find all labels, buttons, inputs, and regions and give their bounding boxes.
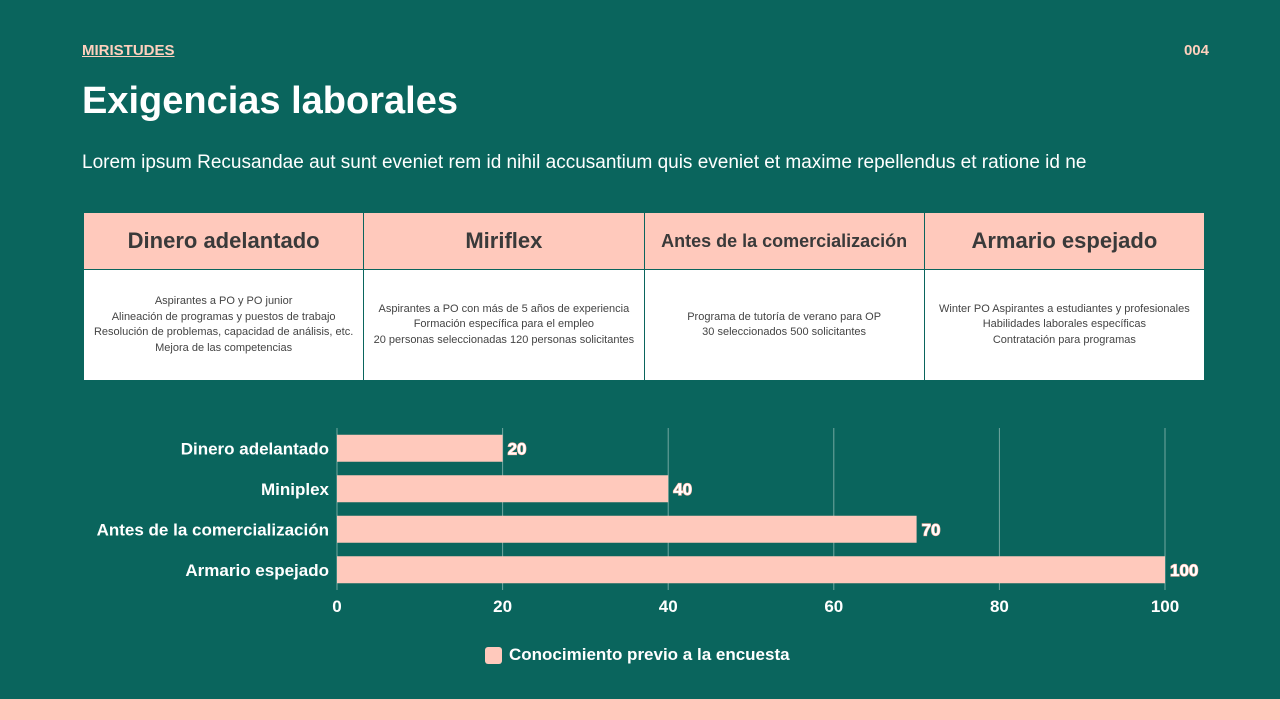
x-tick-label: 0 — [332, 597, 341, 616]
table-cell: Aspirantes a PO con más de 5 años de exp… — [363, 269, 645, 381]
legend-label: Conocimiento previo a la encuesta — [509, 645, 790, 664]
table-cell: Aspirantes a PO y PO junior Alineación d… — [82, 269, 365, 381]
x-tick-label: 20 — [493, 597, 512, 616]
table-header: Armario espejado — [923, 212, 1206, 270]
page-number: 004 — [1183, 42, 1209, 59]
cell-line: 20 personas seleccionadas 120 personas s… — [373, 333, 635, 346]
y-tick-label: Dinero adelantado — [181, 439, 329, 458]
legend-swatch — [485, 646, 502, 664]
requirements-table: Dinero adelantado Miriflex Antes de la c… — [82, 212, 1206, 381]
page-title: Exigencias laborales — [82, 80, 458, 122]
x-tick-label: 40 — [659, 597, 678, 616]
brand-logo[interactable]: MIRISTUDES — [82, 42, 175, 59]
y-tick-label: Antes de la comercialización — [97, 520, 329, 539]
subtitle: Lorem ipsum Recusandae aut sunt eveniet … — [82, 152, 1087, 173]
cell-line: Mejora de las competencias — [155, 341, 293, 354]
table-cell: Programa de tutoría de verano para OP 30… — [643, 269, 925, 381]
cell-line: Programa de tutoría de verano para OP — [687, 310, 882, 323]
bar — [337, 556, 1165, 584]
data-label: 40 — [673, 480, 692, 499]
table-header: Miriflex — [363, 212, 645, 270]
chart-legend: Conocimiento previo a la encuesta — [485, 645, 790, 665]
data-label: 20 — [508, 439, 527, 458]
x-tick-label: 60 — [824, 597, 843, 616]
cell-line: Formación específica para el empleo — [413, 318, 595, 331]
table-cell: Winter PO Aspirantes a estudiantes y pro… — [923, 269, 1206, 381]
footer-bar — [0, 699, 1280, 720]
cell-line: 30 seleccionados 500 solicitantes — [702, 326, 867, 338]
table-row: Aspirantes a PO y PO junior Alineación d… — [82, 269, 1206, 381]
cell-line: Aspirantes a PO con más de 5 años de exp… — [378, 302, 630, 315]
data-label: 70 — [922, 520, 941, 539]
cell-line: Alineación de programas y puestos de tra… — [111, 310, 336, 323]
cell-line: Contratación para programas — [992, 333, 1136, 346]
cell-line: Habilidades laborales específicas — [982, 318, 1146, 331]
bar — [337, 515, 917, 543]
cell-line: Resolución de problemas, capacidad de an… — [93, 326, 354, 338]
y-tick-label: Miniplex — [261, 480, 330, 499]
y-tick-label: Armario espejado — [185, 561, 329, 580]
cell-line: Winter PO Aspirantes a estudiantes y pro… — [939, 302, 1190, 315]
cell-line: Aspirantes a PO y PO junior — [154, 295, 293, 307]
x-tick-label: 80 — [990, 597, 1009, 616]
table-header-row: Dinero adelantado Miriflex Antes de la c… — [82, 212, 1206, 270]
bar — [337, 434, 503, 462]
table-header: Antes de la comercialización — [643, 212, 925, 270]
data-label: 100 — [1170, 561, 1198, 580]
table-header: Dinero adelantado — [82, 212, 365, 270]
bar — [337, 475, 669, 503]
x-tick-label: 100 — [1151, 597, 1179, 616]
